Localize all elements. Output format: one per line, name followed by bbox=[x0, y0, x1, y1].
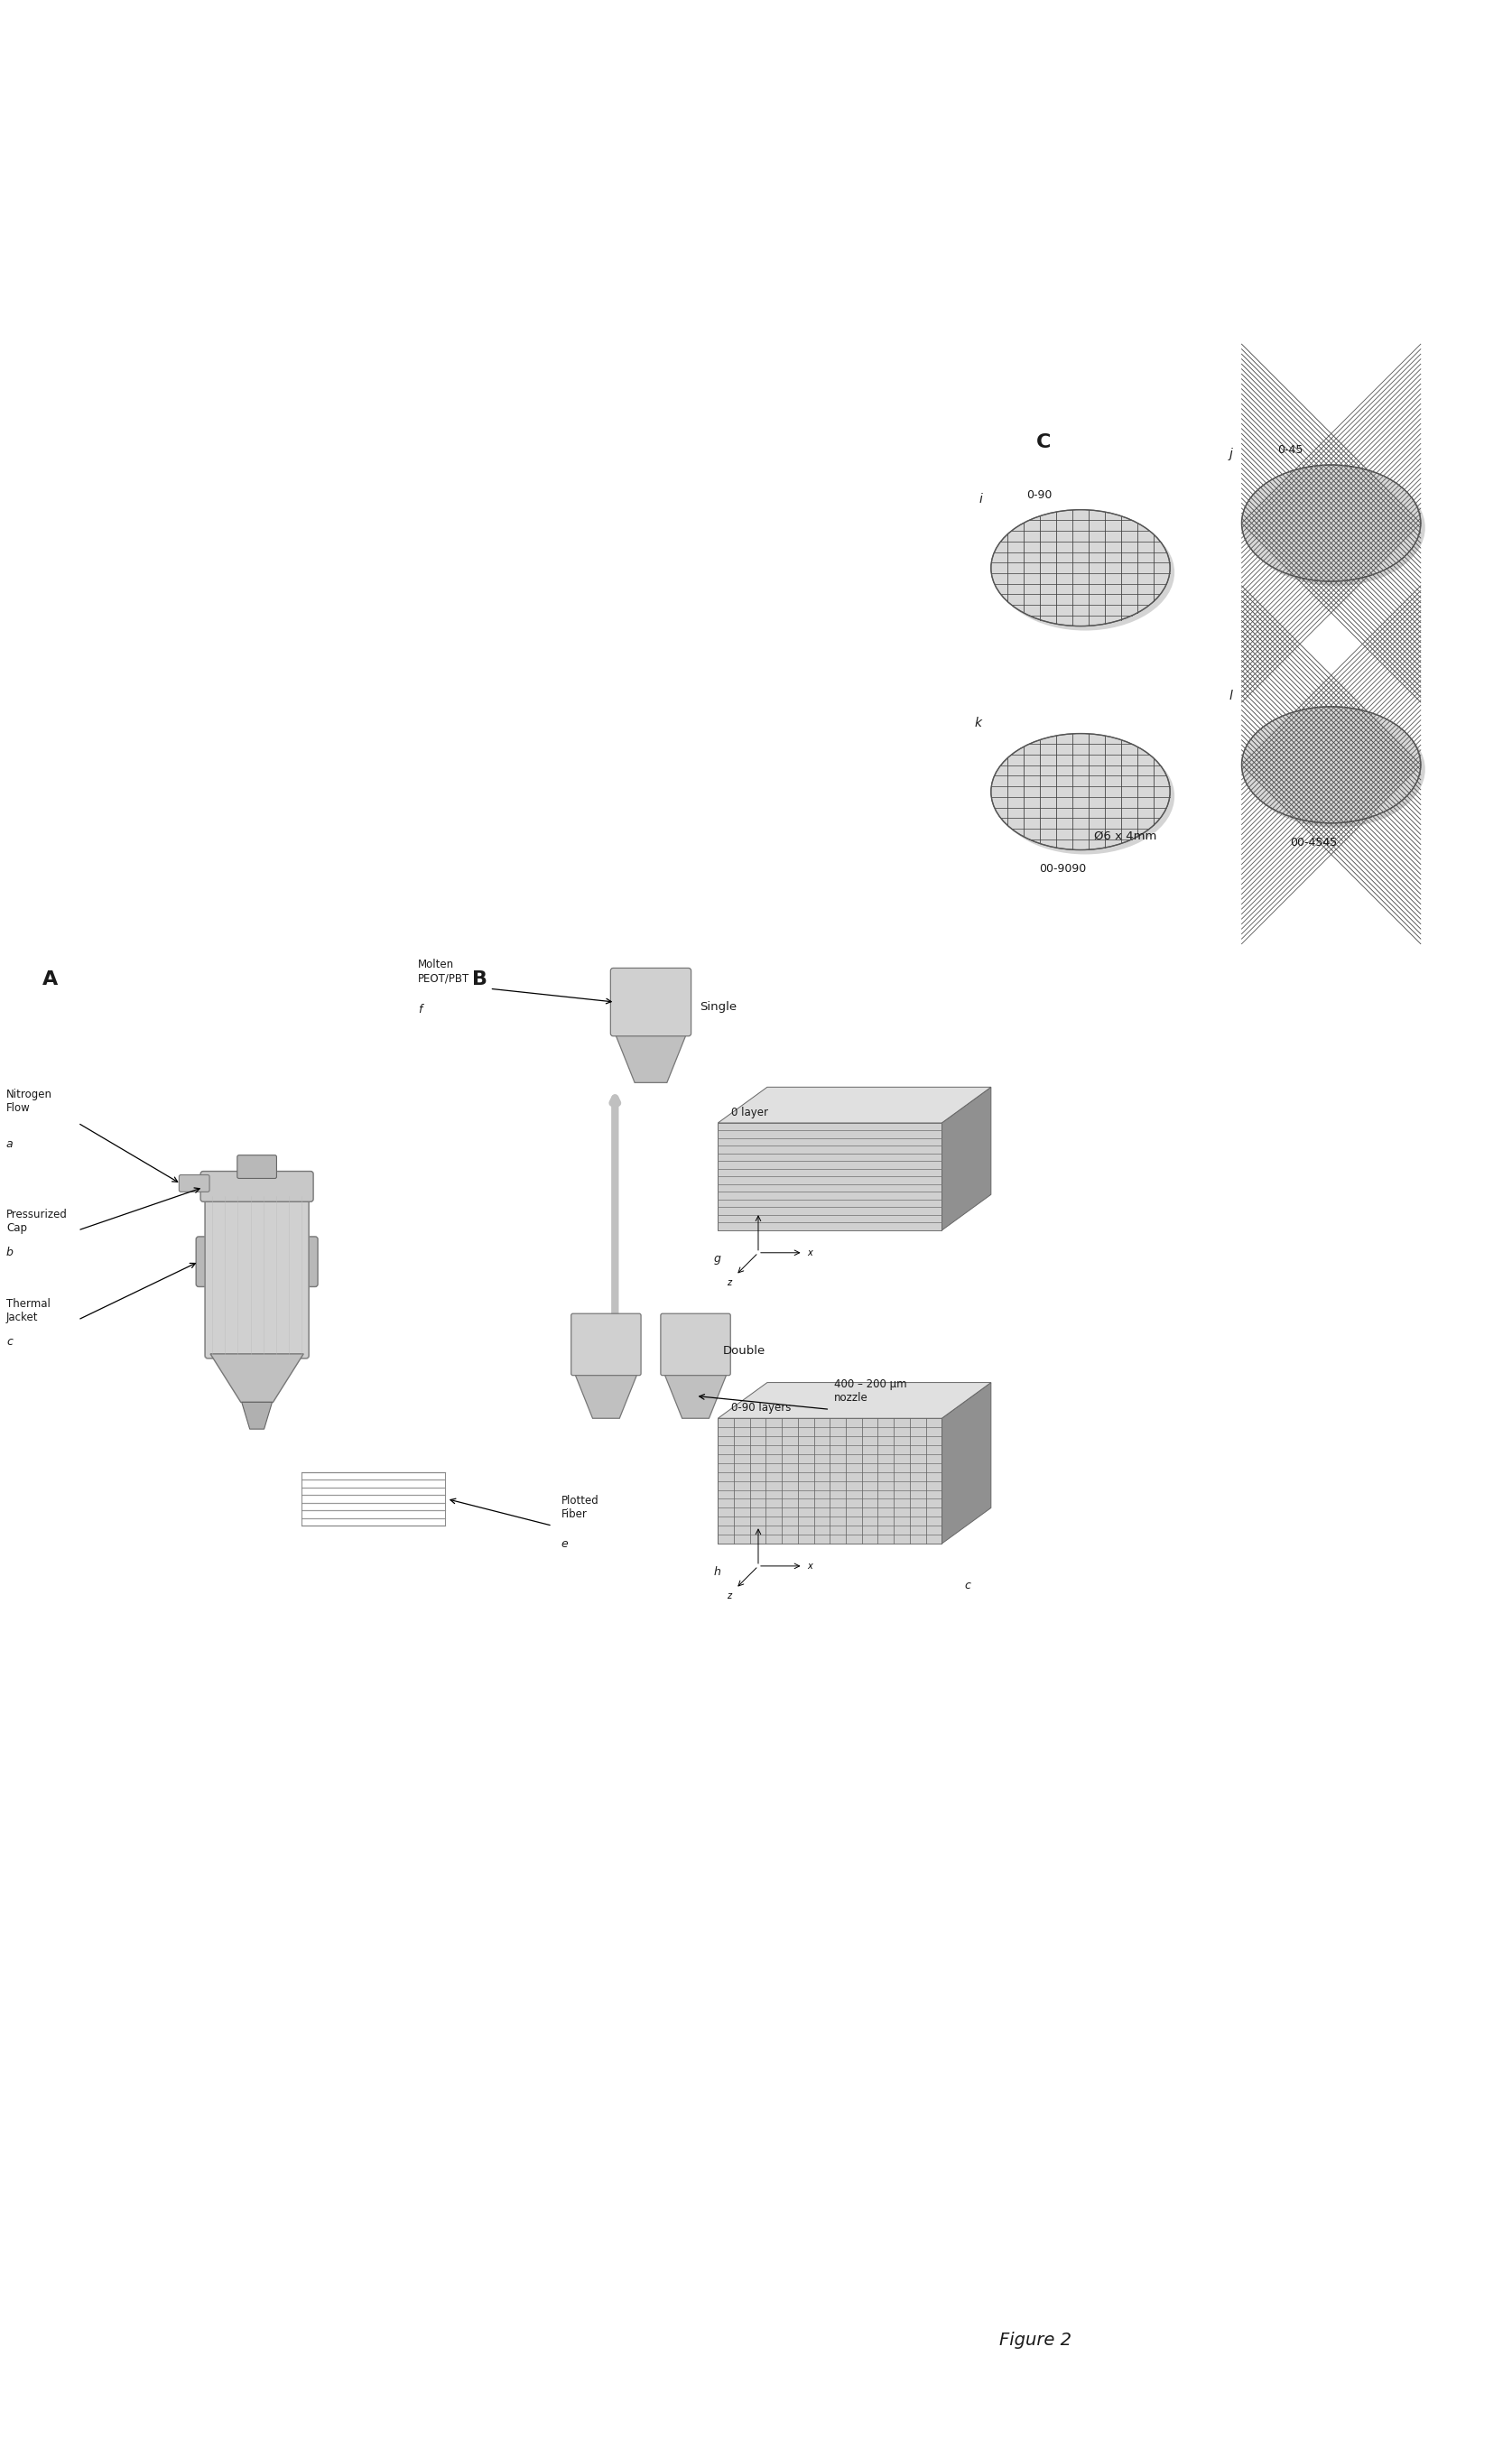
Ellipse shape bbox=[990, 732, 1170, 850]
Text: Figure 2: Figure 2 bbox=[999, 2333, 1072, 2350]
Polygon shape bbox=[718, 1381, 990, 1418]
Text: h: h bbox=[714, 1566, 721, 1578]
Text: 0-45: 0-45 bbox=[1278, 445, 1303, 457]
Text: Double: Double bbox=[723, 1345, 765, 1357]
Text: Molten
PEOT/PBT: Molten PEOT/PBT bbox=[417, 959, 470, 983]
Text: Single: Single bbox=[700, 1000, 738, 1013]
Ellipse shape bbox=[1241, 705, 1421, 823]
FancyBboxPatch shape bbox=[206, 1192, 308, 1359]
Text: 0 layer: 0 layer bbox=[732, 1106, 768, 1118]
Text: 400 – 200 μm
nozzle: 400 – 200 μm nozzle bbox=[835, 1379, 907, 1404]
Text: 00-9090: 00-9090 bbox=[1039, 863, 1086, 875]
Polygon shape bbox=[242, 1401, 272, 1428]
Polygon shape bbox=[718, 1086, 990, 1123]
Text: 0-90: 0-90 bbox=[1027, 489, 1052, 501]
FancyBboxPatch shape bbox=[661, 1313, 730, 1376]
FancyBboxPatch shape bbox=[178, 1175, 210, 1192]
Text: i: i bbox=[978, 492, 981, 506]
FancyBboxPatch shape bbox=[237, 1155, 277, 1177]
Ellipse shape bbox=[990, 509, 1170, 627]
Text: x: x bbox=[807, 1561, 812, 1571]
Bar bbox=[718, 1418, 942, 1544]
Polygon shape bbox=[718, 1418, 942, 1544]
Text: j: j bbox=[1229, 447, 1232, 460]
Text: g: g bbox=[714, 1254, 721, 1263]
Polygon shape bbox=[615, 1032, 686, 1082]
Text: C: C bbox=[1036, 433, 1051, 452]
Text: x: x bbox=[807, 1249, 812, 1256]
Text: a: a bbox=[6, 1138, 14, 1150]
Text: Thermal
Jacket: Thermal Jacket bbox=[6, 1298, 50, 1322]
FancyBboxPatch shape bbox=[197, 1236, 318, 1286]
Text: f: f bbox=[417, 1003, 422, 1015]
Text: k: k bbox=[975, 715, 981, 730]
Text: B: B bbox=[472, 971, 487, 988]
Text: c: c bbox=[6, 1337, 12, 1347]
Text: l: l bbox=[1229, 691, 1232, 703]
Text: z: z bbox=[727, 1278, 732, 1288]
Polygon shape bbox=[664, 1374, 727, 1418]
Text: y: y bbox=[748, 1512, 754, 1522]
Text: z: z bbox=[727, 1590, 732, 1600]
Text: Nitrogen
Flow: Nitrogen Flow bbox=[6, 1089, 53, 1113]
Text: 00-4545: 00-4545 bbox=[1290, 836, 1337, 848]
Text: e: e bbox=[561, 1539, 569, 1549]
FancyBboxPatch shape bbox=[611, 968, 691, 1037]
Polygon shape bbox=[210, 1354, 304, 1401]
Text: y: y bbox=[748, 1200, 754, 1207]
Text: Ø6 x 4mm: Ø6 x 4mm bbox=[1095, 831, 1157, 843]
Text: b: b bbox=[6, 1246, 14, 1258]
Text: Pressurized
Cap: Pressurized Cap bbox=[6, 1209, 68, 1234]
Polygon shape bbox=[718, 1123, 942, 1231]
FancyBboxPatch shape bbox=[201, 1172, 313, 1202]
Ellipse shape bbox=[1246, 710, 1426, 828]
FancyBboxPatch shape bbox=[572, 1313, 641, 1376]
Ellipse shape bbox=[1241, 465, 1421, 583]
Polygon shape bbox=[575, 1374, 638, 1418]
Text: 0-90 layers: 0-90 layers bbox=[732, 1401, 791, 1413]
Text: c: c bbox=[965, 1580, 971, 1590]
Polygon shape bbox=[942, 1086, 990, 1231]
Ellipse shape bbox=[995, 737, 1175, 855]
Ellipse shape bbox=[995, 514, 1175, 632]
Polygon shape bbox=[942, 1381, 990, 1544]
Ellipse shape bbox=[1246, 469, 1426, 585]
Text: Plotted
Fiber: Plotted Fiber bbox=[561, 1494, 599, 1522]
Text: A: A bbox=[42, 971, 57, 988]
